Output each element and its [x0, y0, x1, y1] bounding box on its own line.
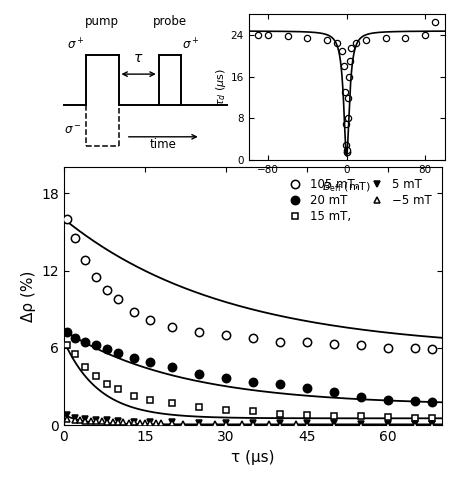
Text: pump: pump	[85, 14, 119, 28]
X-axis label: τ (μs): τ (μs)	[231, 450, 274, 465]
Y-axis label: Δρ (%): Δρ (%)	[20, 271, 35, 322]
Text: $\sigma^+$: $\sigma^+$	[182, 37, 200, 52]
Text: time: time	[150, 139, 176, 152]
Text: $\sigma^-$: $\sigma^-$	[64, 124, 81, 137]
Legend: 105 mT,, 20 mT, 15 mT,, 5 mT, −5 mT: 105 mT,, 20 mT, 15 mT,, 5 mT, −5 mT	[278, 173, 435, 228]
Text: $\sigma^+$: $\sigma^+$	[67, 37, 85, 52]
Text: $\tau$: $\tau$	[133, 51, 143, 65]
Y-axis label: $\tau_d$ ($\mu$s): $\tau_d$ ($\mu$s)	[213, 68, 227, 106]
Text: probe: probe	[152, 14, 186, 28]
X-axis label: $B_\mathregular{eff}$ (mT): $B_\mathregular{eff}$ (mT)	[321, 181, 370, 194]
